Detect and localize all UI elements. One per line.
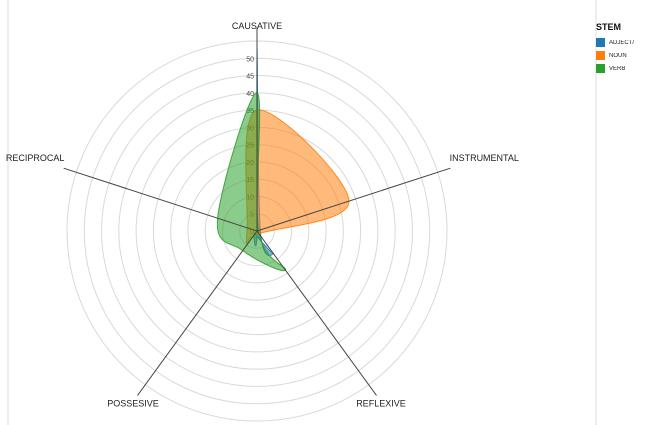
legend-label: ADJECT/ [609, 39, 635, 46]
series-areas [216, 47, 350, 272]
legend-label: NOUN [609, 52, 627, 59]
legend-item: ADJECT/ [596, 37, 644, 48]
series-area-noun [245, 109, 350, 245]
axis-line-reciprocal [63, 167, 258, 232]
legend-items: ADJECT/NOUN VERB [596, 37, 644, 74]
legend: STEM ADJECT/NOUN VERB [596, 22, 644, 76]
legend-swatch [596, 51, 605, 60]
axis-label-causative: CAUSATIVE [232, 21, 282, 31]
axis-label-reflexive: REFLEXIVE [356, 399, 406, 409]
axis-label-instrumental: INSTRUMENTAL [450, 153, 519, 163]
legend-title: STEM [596, 22, 622, 32]
tick-label: 40 [246, 91, 254, 98]
legend-swatch [596, 38, 605, 47]
tick-label: 50 [246, 56, 254, 63]
tick-label: 45 [246, 74, 254, 81]
axis-label-possesive: POSSESIVE [107, 399, 159, 409]
legend-swatch [596, 64, 605, 73]
axis-line-instrumental [256, 167, 451, 232]
axis-label-reciprocal: RECIPROCAL [6, 153, 65, 163]
radar-chart: 05101520253035404550 CAUSATIVEINSTRUMENT… [6, 0, 597, 425]
legend-item: VERB [596, 63, 644, 74]
axis-labels: CAUSATIVE INSTRUMENTAL REFLEXIVE POSSESIVE R… [6, 21, 519, 409]
legend-label: VERB [609, 65, 626, 72]
axis-line-possesive [137, 230, 258, 396]
series-area-verb [216, 92, 286, 272]
axis-line-reflexive [256, 230, 377, 396]
legend-item: NOUN [596, 50, 644, 61]
axis-lines [63, 27, 451, 396]
